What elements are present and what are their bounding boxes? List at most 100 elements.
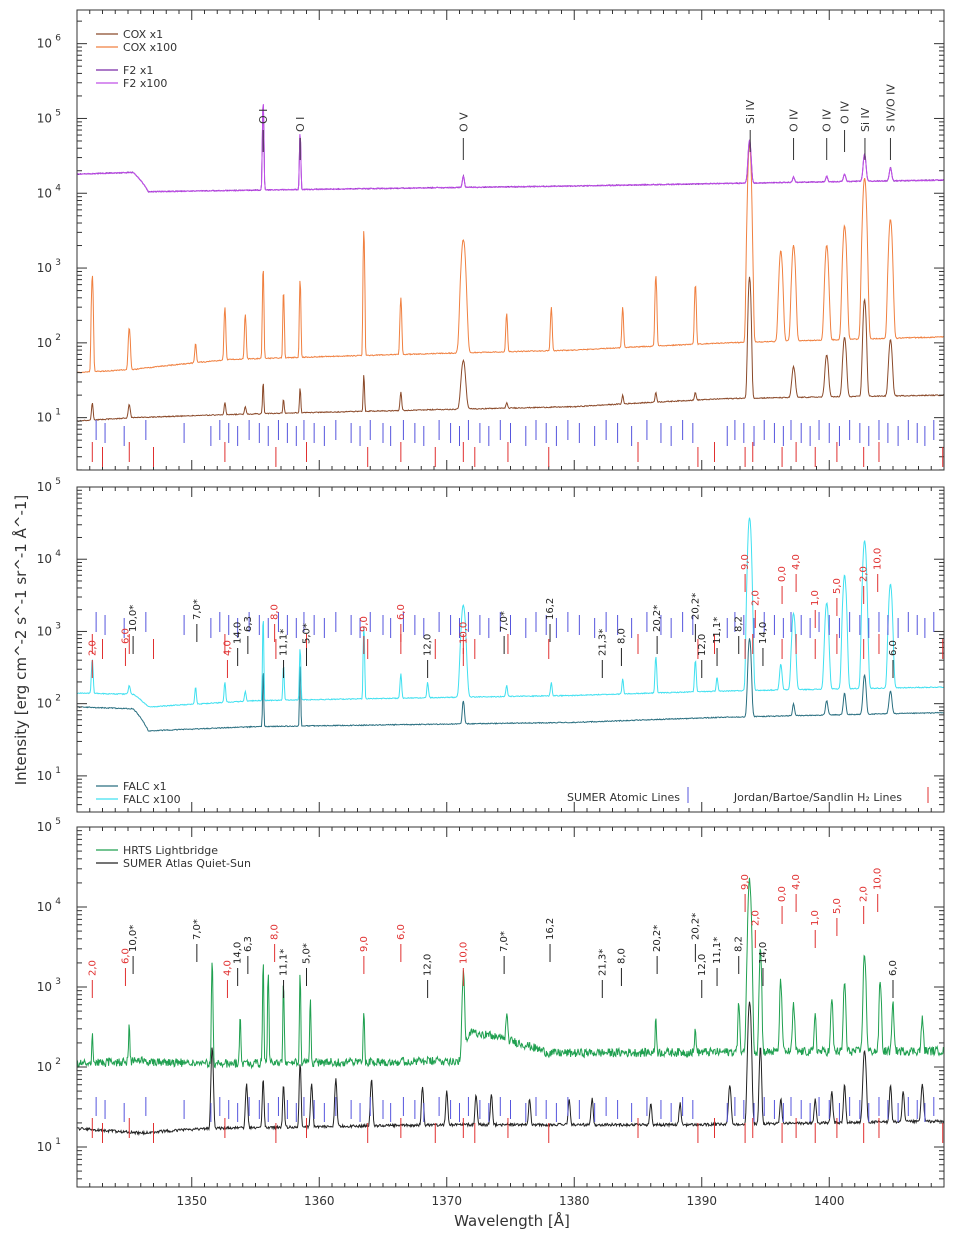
band-label: 6,0 <box>396 604 407 620</box>
band-label: 12,0 <box>697 634 708 656</box>
y-tick-exponent: 5 <box>55 817 61 827</box>
band-label: 20,2* <box>690 913 701 940</box>
ion-label: Si IV <box>744 99 757 124</box>
x-tick-label: 1400 <box>814 1194 845 1208</box>
x-tick-label: 1380 <box>559 1194 590 1208</box>
y-tick-label: 10 <box>37 624 52 638</box>
y-tick-label: 10 <box>37 820 52 834</box>
y-tick-exponent: 3 <box>55 621 61 631</box>
y-tick-label: 10 <box>37 261 52 275</box>
band-label: 6,0 <box>120 948 131 964</box>
y-tick-label: 10 <box>37 900 52 914</box>
band-label: 5,0* <box>302 623 313 644</box>
band-label: 5,0 <box>832 578 843 594</box>
band-label: 2,0 <box>87 640 98 656</box>
y-tick-label: 10 <box>37 552 52 566</box>
band-label: 11,1* <box>712 617 723 644</box>
y-tick-exponent: 1 <box>55 766 61 776</box>
y-tick-exponent: 5 <box>55 108 61 118</box>
band-label: 8,0 <box>270 604 281 620</box>
y-tick-label: 10 <box>37 336 52 350</box>
series-line-f2_100 <box>76 104 945 193</box>
ion-label: S IV/O IV <box>884 84 897 132</box>
y-tick-exponent: 4 <box>55 549 61 559</box>
band-label: 2,0 <box>750 590 761 606</box>
legend-label: SUMER Atlas Quiet-Sun <box>123 857 251 870</box>
y-tick-exponent: 2 <box>55 694 61 704</box>
band-label: 14,0 <box>758 622 769 644</box>
series-line-falc1 <box>76 638 945 732</box>
legend-label: F2 x100 <box>123 77 167 90</box>
band-label: 0,0 <box>777 886 788 902</box>
x-tick-label: 1370 <box>431 1194 462 1208</box>
band-label: 6,3 <box>243 936 254 952</box>
band-label: 2,0 <box>859 566 870 582</box>
y-tick-label: 10 <box>37 769 52 783</box>
y-tick-exponent: 3 <box>55 977 61 987</box>
y-tick-label: 10 <box>37 1140 52 1154</box>
key-atomic-label: SUMER Atomic Lines <box>567 791 680 804</box>
band-label: 7,0* <box>499 611 510 632</box>
y-tick-label: 10 <box>37 480 52 494</box>
ion-label: O IV <box>788 109 801 132</box>
band-label: 2,0 <box>859 886 870 902</box>
y-tick-exponent: 1 <box>55 408 61 418</box>
band-label: 8,0 <box>616 948 627 964</box>
band-label: 7,0* <box>192 919 203 940</box>
series-line-sumer <box>76 1001 945 1136</box>
y-tick-exponent: 6 <box>55 34 61 44</box>
band-label: 6,0 <box>396 924 407 940</box>
band-label: 20,2* <box>652 925 663 952</box>
legend-label: HRTS Lightbridge <box>123 844 218 857</box>
y-tick-exponent: 4 <box>55 897 61 907</box>
band-label: 10,0 <box>458 622 469 644</box>
band-label: 12,0 <box>697 954 708 976</box>
y-axis-title: Intensity [erg cm^-2 s^-1 sr^-1 Å^-1] <box>11 495 30 786</box>
y-tick-exponent: 2 <box>55 1057 61 1067</box>
band-label: 11,1* <box>279 629 290 656</box>
y-tick-label: 10 <box>37 697 52 711</box>
y-tick-label: 10 <box>37 1060 52 1074</box>
band-label: 21,3* <box>597 949 608 976</box>
y-tick-exponent: 3 <box>55 258 61 268</box>
series-line-cox1 <box>76 276 945 422</box>
series-line-falc100 <box>76 517 945 708</box>
band-label: 20,2* <box>690 593 701 620</box>
legend-label: FALC x1 <box>123 780 167 793</box>
band-label: 10,0 <box>873 548 884 570</box>
band-label: 6,0 <box>120 628 131 644</box>
band-label: 10,0* <box>128 605 139 632</box>
series-line-hrts <box>76 877 945 1070</box>
band-label: 14,0 <box>233 622 244 644</box>
band-label: 6,0 <box>888 960 899 976</box>
y-tick-exponent: 2 <box>55 333 61 343</box>
y-tick-exponent: 4 <box>55 183 61 193</box>
y-tick-exponent: 5 <box>55 477 61 487</box>
y-tick-label: 10 <box>37 411 52 425</box>
band-label: 1,0 <box>810 590 821 606</box>
band-label: 6,0 <box>888 640 899 656</box>
legend-label: COX x1 <box>123 28 163 41</box>
band-label: 4,0 <box>791 554 802 570</box>
x-tick-label: 1350 <box>176 1194 207 1208</box>
x-tick-label: 1390 <box>686 1194 717 1208</box>
band-label: 4,0 <box>222 960 233 976</box>
y-tick-label: 10 <box>37 980 52 994</box>
band-label: 10,0 <box>458 942 469 964</box>
band-label: 4,0 <box>791 874 802 890</box>
band-label: 20,2* <box>652 605 663 632</box>
band-label: 8,2 <box>734 616 745 632</box>
band-label: 7,0* <box>192 599 203 620</box>
band-label: 12,0 <box>423 634 434 656</box>
series-line-cox100 <box>76 144 945 374</box>
band-label: 5,0* <box>302 943 313 964</box>
legend-label: F2 x1 <box>123 64 153 77</box>
band-label: 11,1* <box>712 937 723 964</box>
x-axis-title: Wavelength [Å] <box>454 1211 570 1230</box>
ion-label: O I <box>294 117 307 132</box>
ion-label: O I <box>257 109 270 124</box>
band-label: 16,2 <box>545 918 556 940</box>
band-label: 16,2 <box>545 598 556 620</box>
legend-label: COX x100 <box>123 41 177 54</box>
